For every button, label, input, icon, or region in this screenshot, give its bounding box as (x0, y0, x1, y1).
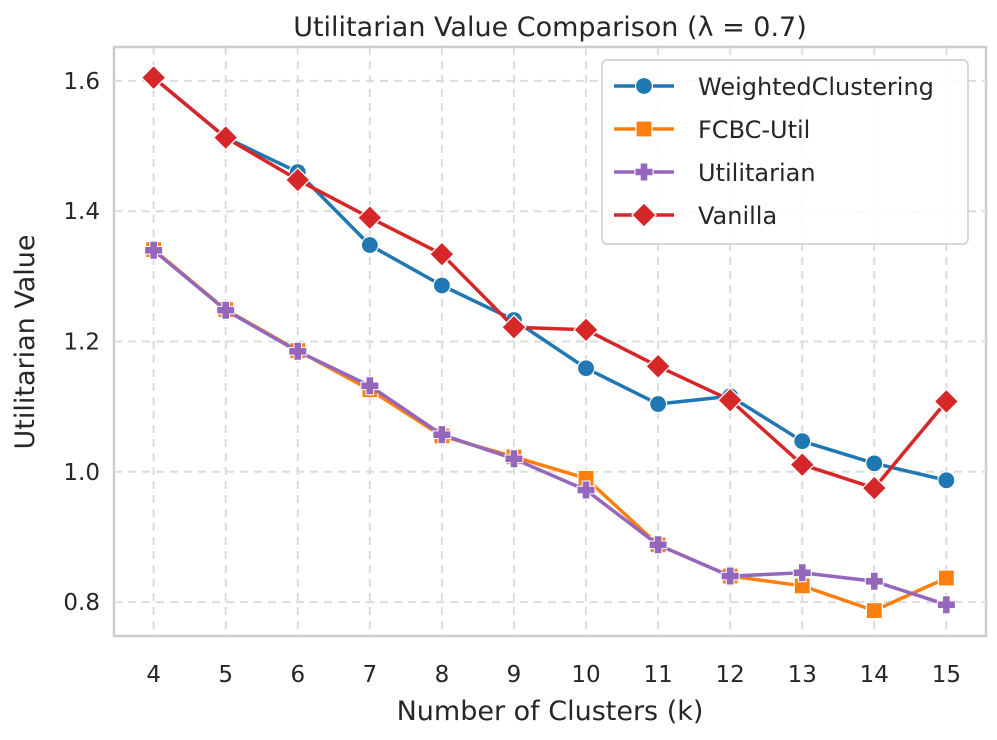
data-point-utilitarian (576, 480, 596, 500)
x-tick-label: 11 (643, 662, 672, 688)
data-point-vanilla (717, 387, 744, 413)
data-point-weightedclustering (937, 471, 956, 490)
data-point-utilitarian (360, 376, 380, 396)
data-point-weightedclustering (360, 235, 379, 255)
data-point-vanilla (861, 475, 888, 501)
series-line-vanilla (151, 75, 949, 490)
legend-marker-utilitarian (634, 162, 654, 182)
x-tick-label: 15 (932, 662, 961, 688)
x-tick-label: 9 (507, 662, 522, 688)
x-tick-label: 12 (716, 662, 745, 688)
x-axis-ticks: 4 5 6 7 8 9 10 11 12 13 14 15 (146, 662, 961, 688)
data-point-vanilla (573, 316, 599, 343)
x-tick-label: 5 (218, 662, 233, 688)
series-layer (140, 64, 960, 620)
y-axis-ticks: 0.8 1.0 1.2 1.4 1.6 (63, 69, 100, 616)
legend-marker-fcbc-util (635, 120, 653, 138)
series-utilitarian (144, 240, 956, 615)
chart-title: Utilitarian Value Comparison (λ = 0.7) (293, 12, 807, 43)
data-point-weightedclustering (648, 394, 668, 414)
data-point-vanilla (789, 451, 816, 478)
data-point-vanilla (933, 388, 960, 415)
x-tick-label: 6 (290, 662, 305, 688)
data-point-vanilla (140, 64, 167, 91)
legend-box (601, 59, 969, 245)
data-point-weightedclustering (432, 276, 452, 295)
data-point-vanilla (284, 167, 311, 193)
y-tick-label: 1.0 (63, 460, 100, 486)
legend-label-vanilla: Vanilla (698, 202, 777, 230)
x-tick-label: 13 (788, 662, 817, 688)
data-point-weightedclustering (576, 359, 596, 378)
x-tick-label: 4 (146, 662, 161, 688)
x-tick-label: 14 (860, 662, 889, 688)
data-point-utilitarian (720, 566, 740, 586)
data-point-utilitarian (648, 535, 668, 555)
data-point-utilitarian (864, 571, 884, 591)
data-point-fcbc-util (937, 569, 955, 587)
data-point-utilitarian (216, 300, 236, 320)
x-axis-label: Number of Clusters (k) (397, 696, 704, 727)
data-point-vanilla (645, 353, 671, 380)
data-point-utilitarian (288, 341, 308, 361)
y-axis-label: Utilitarian Value (10, 235, 41, 450)
y-tick-label: 0.8 (63, 590, 100, 616)
data-point-vanilla (356, 204, 383, 231)
data-point-fcbc-util (865, 601, 883, 620)
legend-label-fcbc-util: FCBC-Util (698, 116, 810, 144)
x-tick-label: 10 (571, 662, 600, 688)
legend: WeightedClustering FCBC-Util Utilitarian Va… (601, 59, 969, 245)
data-point-utilitarian (144, 240, 164, 260)
series-line-weightedclustering (151, 75, 949, 483)
legend-label-weightedclustering: WeightedClustering (698, 73, 934, 101)
data-point-utilitarian (792, 563, 812, 583)
data-point-utilitarian (432, 425, 452, 445)
data-point-vanilla (501, 314, 527, 341)
x-tick-label: 8 (435, 662, 450, 688)
series-line-utilitarian (151, 248, 949, 607)
data-point-vanilla (212, 124, 239, 151)
data-point-vanilla (429, 241, 455, 268)
legend-marker-weightedclustering (634, 76, 654, 96)
y-tick-label: 1.6 (63, 69, 100, 95)
data-point-utilitarian (504, 449, 524, 469)
x-tick-label: 7 (363, 662, 378, 688)
data-point-weightedclustering (793, 432, 812, 451)
series-vanilla (140, 64, 960, 501)
y-tick-label: 1.2 (63, 330, 100, 356)
data-point-weightedclustering (865, 454, 884, 473)
y-tick-label: 1.4 (63, 199, 100, 225)
legend-label-utilitarian: Utilitarian (698, 159, 816, 187)
data-point-utilitarian (936, 595, 956, 615)
legend-marker-vanilla (631, 202, 657, 228)
